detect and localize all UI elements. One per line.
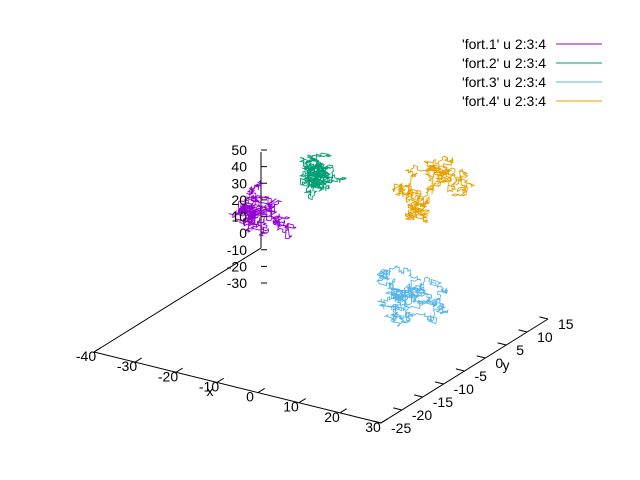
z-tick-label: 30 [231, 175, 247, 191]
y-axis-label: y [503, 357, 510, 373]
y-tick-label: 15 [558, 316, 574, 332]
x-tick-mark [175, 367, 183, 373]
x-tick-mark [339, 408, 347, 414]
z-tick-label: 0 [239, 225, 247, 241]
x-tick-label: 20 [324, 409, 340, 425]
x-tick-label: -20 [158, 368, 178, 384]
x-tick-label: 10 [283, 399, 299, 415]
z-tick-label: 20 [231, 192, 247, 208]
y-tick-mark [393, 407, 402, 411]
series-line-4 [391, 155, 476, 224]
y-tick-mark [372, 420, 382, 424]
x-tick-label: -30 [117, 358, 137, 374]
z-tick-label: 50 [231, 142, 247, 158]
y-tick-label: -10 [454, 381, 474, 397]
legend: 'fort.1' u 2:3:4 'fort.2' u 2:3:4 'fort.3'… [462, 36, 602, 109]
legend-label-4: 'fort.4' u 2:3:4 [462, 93, 546, 109]
y-tick-label: -5 [475, 368, 488, 384]
x-tick-label: 0 [246, 389, 254, 405]
x-axis-label: x [207, 383, 214, 399]
floor-back-edge [93, 247, 262, 353]
series-line-2 [298, 152, 348, 201]
series-line-3 [376, 265, 449, 327]
x-tick-mark [216, 377, 224, 383]
x-tick-mark [93, 347, 101, 353]
y-tick-label: 5 [516, 342, 524, 358]
legend-label-3: 'fort.3' u 2:3:4 [462, 74, 546, 90]
y-tick-mark [518, 329, 528, 333]
x-tick-label: -40 [76, 348, 96, 364]
y-tick-mark [414, 394, 423, 398]
y-tick-mark [476, 355, 486, 359]
y-tick-mark [497, 342, 507, 346]
x-tick-mark [380, 418, 388, 424]
y-tick-label: -25 [391, 420, 411, 436]
y-tick-mark [539, 316, 549, 320]
series-layer [228, 152, 476, 327]
z-tick-label: -10 [227, 242, 247, 258]
z-tick-label: 40 [231, 159, 247, 175]
z-tick-label: -20 [227, 258, 247, 274]
series-line-1 [228, 180, 297, 240]
axes-box [93, 149, 549, 424]
y-tick-label: -15 [433, 394, 453, 410]
legend-label-1: 'fort.1' u 2:3:4 [462, 36, 546, 52]
z-tick-label: -30 [227, 275, 247, 291]
y-tick-mark [434, 381, 444, 385]
x-tick-mark [257, 387, 265, 393]
z-tick-label: 10 [231, 209, 247, 225]
x-tick-label: 30 [365, 419, 381, 435]
y-tick-label: 10 [537, 329, 553, 345]
x-tick-label: -10 [199, 378, 219, 394]
x-axis-line [93, 351, 382, 424]
legend-label-2: 'fort.2' u 2:3:4 [462, 55, 546, 71]
y-tick-label: -20 [412, 407, 432, 423]
x-tick-mark [134, 357, 142, 363]
y-tick-label: 0 [495, 355, 503, 371]
x-tick-mark [298, 398, 306, 404]
y-tick-mark [455, 368, 465, 372]
